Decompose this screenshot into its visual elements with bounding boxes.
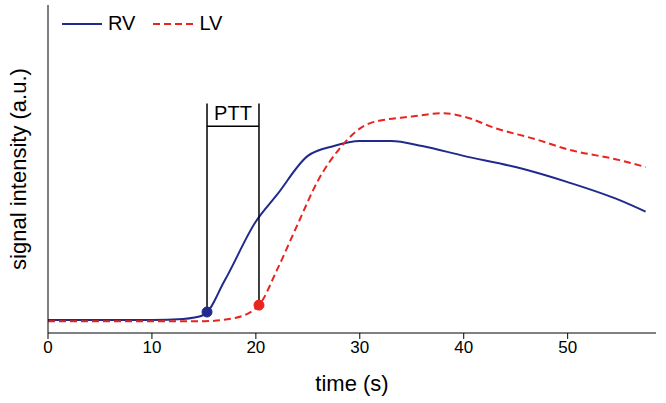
svg-text:50: 50 <box>558 338 577 357</box>
html-text:RV: RV <box>108 12 136 34</box>
svg-text:40: 40 <box>454 338 473 357</box>
svg-text:10: 10 <box>142 338 161 357</box>
html-text:LV: LV <box>199 12 223 34</box>
svg-text:0: 0 <box>43 338 52 357</box>
svg-text:30: 30 <box>350 338 369 357</box>
svg-text:PTT: PTT <box>214 102 252 124</box>
svg-text:time (s): time (s) <box>315 371 388 396</box>
svg-text:20: 20 <box>246 338 265 357</box>
svg-text:signal intensity (a.u.): signal intensity (a.u.) <box>6 68 31 270</box>
